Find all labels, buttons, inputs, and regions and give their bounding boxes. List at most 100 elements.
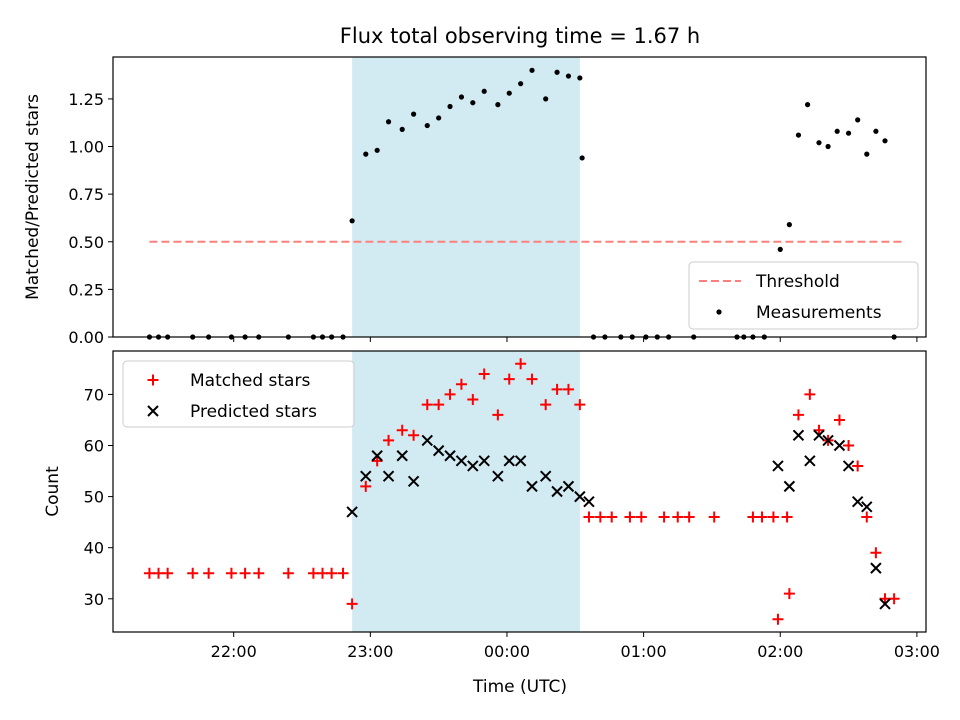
matched-star-point xyxy=(467,394,479,406)
matched-star-point xyxy=(852,460,864,472)
matched-star-point xyxy=(772,613,784,625)
predicted-star-point xyxy=(539,470,552,482)
matched-star-point xyxy=(492,409,504,421)
measurement-point xyxy=(349,218,355,224)
predicted-star-point xyxy=(792,429,805,442)
predicted-star-point xyxy=(467,460,479,472)
matched-star-point xyxy=(624,511,636,523)
predicted-star-point xyxy=(772,460,784,472)
x-tick-label: 03:00 xyxy=(894,642,940,661)
measurement-point xyxy=(399,126,405,132)
predicted-star-point xyxy=(813,429,825,442)
matched-star-point xyxy=(455,378,467,390)
matched-star-point xyxy=(187,567,199,579)
predicted-star-point xyxy=(432,444,445,457)
y-tick-label: 60 xyxy=(84,437,104,456)
predicted-star-point xyxy=(842,460,855,472)
predicted-star-point xyxy=(526,480,538,493)
measurement-point xyxy=(864,151,870,157)
x-axis-label: Time (UTC) xyxy=(472,677,567,697)
matched-star-point xyxy=(515,358,527,370)
axes-frame xyxy=(112,350,927,633)
measurement-point xyxy=(363,151,369,157)
matched-star-point xyxy=(551,383,563,395)
measurement-point xyxy=(804,102,811,108)
y-tick-label: 70 xyxy=(84,385,104,404)
measurement-point xyxy=(374,147,380,153)
measurement-point xyxy=(795,132,802,138)
matched-star-point xyxy=(756,511,768,523)
measurement-point xyxy=(506,90,512,96)
measurement-point xyxy=(565,73,572,79)
measurement-point xyxy=(529,67,535,73)
y-tick-label: 0.25 xyxy=(68,280,104,299)
legend: Matched stars Predicted stars xyxy=(122,360,355,428)
measurement-point xyxy=(554,69,560,75)
legend-predicted-swatch xyxy=(147,405,159,417)
predicted-star-point xyxy=(444,450,456,462)
matched-star-point xyxy=(408,429,420,441)
bottom-panel-count-plot: 30 40 50 60 70 22:00 23:00 00:00 01:00 02:00 03:00… xyxy=(43,350,940,661)
matched-star-point xyxy=(658,511,670,523)
legend-box xyxy=(688,261,919,330)
matched-star-point xyxy=(203,567,215,579)
matched-star-point xyxy=(574,399,586,411)
matched-star-point xyxy=(383,434,395,446)
predicted-star-point xyxy=(851,496,864,508)
matched-star-point xyxy=(239,567,251,579)
predicted-star-point xyxy=(870,562,882,574)
predicted-star-point xyxy=(833,439,846,452)
measurement-point xyxy=(447,103,453,110)
matched-star-point xyxy=(833,414,845,426)
matched-star-point xyxy=(433,399,445,411)
predicted-star-point xyxy=(822,434,834,447)
matched-star-point xyxy=(562,383,574,395)
predicted-star-point xyxy=(382,470,395,482)
x-tick-label: 22:00 xyxy=(211,642,257,661)
matched-star-point xyxy=(583,511,595,523)
matched-star-point xyxy=(162,567,174,579)
y-tick-label: 0.75 xyxy=(68,185,104,204)
predicted-star-point xyxy=(551,485,563,498)
predicted-star-point xyxy=(455,455,468,467)
matched-star-point xyxy=(478,368,490,380)
matched-star-point xyxy=(282,567,294,579)
y-tick-label: 50 xyxy=(84,488,104,507)
matched-star-point xyxy=(870,547,882,559)
x-tick-label: 02:00 xyxy=(757,642,803,661)
matched-star-point xyxy=(346,598,358,610)
predicted-star-point xyxy=(421,434,433,447)
matched-star-point xyxy=(326,567,338,579)
predicted-star-point xyxy=(804,455,816,467)
predicted-star-point xyxy=(514,455,527,467)
legend: Threshold Measurements xyxy=(688,261,919,330)
x-tick-label: 01:00 xyxy=(621,642,667,661)
y-axis-label: Count xyxy=(43,466,63,517)
matched-star-point xyxy=(783,588,795,600)
measurement-point xyxy=(777,246,783,252)
observing-span-shade xyxy=(352,57,580,337)
matched-star-point xyxy=(253,567,265,579)
measurement-point xyxy=(424,122,430,129)
measurement-point xyxy=(845,130,852,136)
measurement-point xyxy=(825,143,831,150)
predicted-star-point xyxy=(861,501,873,513)
matched-star-point xyxy=(781,511,793,523)
measurement-point xyxy=(786,222,792,228)
predicted-star-point xyxy=(360,470,372,482)
predicted-star-point xyxy=(346,506,358,518)
matched-star-point xyxy=(594,511,606,523)
measurement-point xyxy=(385,119,392,125)
measurement-point xyxy=(873,128,879,134)
y-axis-label: Matched/Predicted stars xyxy=(23,94,43,300)
x-tick-label: 23:00 xyxy=(347,642,393,661)
matched-star-point xyxy=(861,511,873,523)
predicted-star-point xyxy=(407,475,420,487)
predicted-star-point xyxy=(574,490,586,503)
predicted-star-point xyxy=(879,598,891,610)
y-tick-label: 1.00 xyxy=(68,138,104,157)
matched-star-point xyxy=(225,567,237,579)
matched-star-point xyxy=(708,511,720,523)
y-tick-label: 30 xyxy=(84,590,104,609)
measurement-point xyxy=(816,140,822,146)
